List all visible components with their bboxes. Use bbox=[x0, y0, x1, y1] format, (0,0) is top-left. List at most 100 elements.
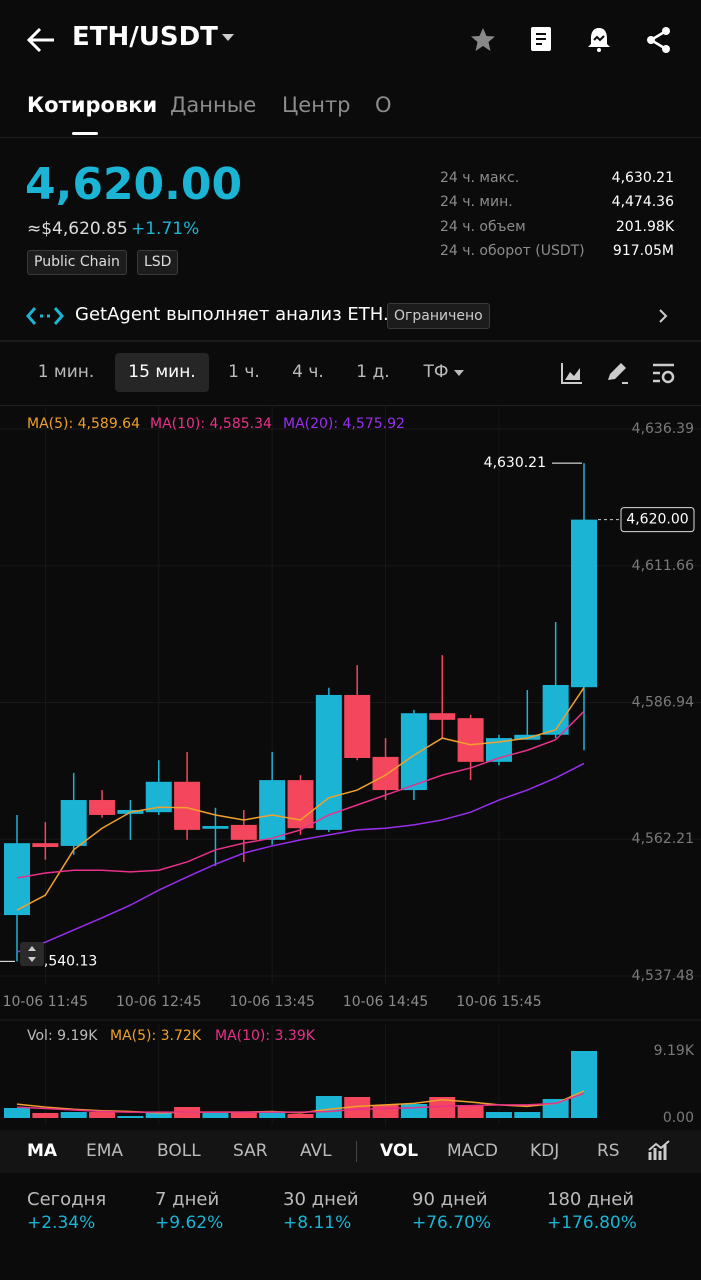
timeframe[interactable]: 1 д. bbox=[356, 362, 390, 382]
chart-type-icon[interactable] bbox=[561, 362, 583, 384]
indicator-fade bbox=[625, 1130, 701, 1173]
indicator[interactable]: SAR bbox=[233, 1141, 268, 1161]
draw-icon[interactable] bbox=[605, 361, 629, 385]
ma-line bbox=[16, 710, 585, 879]
ma-line bbox=[16, 687, 585, 911]
period-change: +176.80% bbox=[547, 1213, 637, 1233]
volume-bar bbox=[60, 1112, 87, 1118]
indicator-active[interactable]: MA bbox=[27, 1141, 58, 1161]
legend-entry: MA(5): 4,589.64 bbox=[27, 416, 140, 432]
volume-bar bbox=[117, 1116, 144, 1118]
volume-bar bbox=[315, 1095, 342, 1118]
legend-entry: Vol: 9.19K bbox=[27, 1028, 98, 1044]
indicator[interactable]: EMA bbox=[86, 1141, 124, 1161]
volume-bar bbox=[230, 1112, 257, 1118]
timeframe[interactable]: 4 ч. bbox=[292, 362, 324, 382]
favorite-icon[interactable] bbox=[470, 27, 496, 52]
settings-icon[interactable] bbox=[652, 362, 676, 384]
y-tick-label: 0.00 bbox=[663, 1110, 694, 1126]
stat-label: 24 ч. оборот (USDT) bbox=[440, 243, 585, 259]
indicator[interactable]: MACD bbox=[447, 1141, 498, 1161]
stat-label: 24 ч. объем bbox=[440, 219, 526, 235]
last-price: 4,620.00 bbox=[25, 159, 243, 210]
candle-body bbox=[174, 781, 201, 830]
scroll-handle bbox=[20, 942, 44, 966]
last-price-box bbox=[620, 507, 695, 533]
candle-body bbox=[514, 734, 541, 740]
y-tick-label: 4,537.48 bbox=[632, 968, 694, 984]
candle-body bbox=[60, 800, 87, 846]
y-tick-label: 4,636.39 bbox=[632, 421, 694, 437]
indicator[interactable]: RS bbox=[597, 1141, 620, 1161]
tag[interactable]: Public Chain bbox=[27, 250, 127, 275]
indicator-active[interactable]: VOL bbox=[380, 1141, 419, 1161]
candle-body bbox=[344, 694, 371, 758]
divider bbox=[0, 405, 701, 406]
period-label: Сегодня bbox=[27, 1189, 107, 1210]
timeframe[interactable]: 1 мин. bbox=[37, 362, 95, 382]
tab[interactable]: О bbox=[375, 93, 392, 117]
candle-body bbox=[400, 713, 427, 791]
candle-body bbox=[287, 780, 314, 829]
timeframe[interactable]: ТФ bbox=[423, 362, 449, 382]
volume-bar bbox=[344, 1097, 371, 1118]
indicator[interactable]: AVL bbox=[300, 1141, 332, 1161]
tab[interactable]: Центр bbox=[282, 93, 351, 117]
y-tick-label: 4,562.21 bbox=[632, 831, 694, 847]
candle-body bbox=[429, 713, 456, 720]
timeframe-highlight bbox=[115, 353, 209, 392]
pair-title[interactable]: ETH/USDT bbox=[72, 22, 218, 52]
candle-body bbox=[89, 800, 116, 815]
period-label: 7 дней bbox=[155, 1189, 220, 1210]
period-change: +8.11% bbox=[283, 1213, 352, 1233]
period-change: +9.62% bbox=[155, 1213, 224, 1233]
volume-bar bbox=[372, 1105, 399, 1118]
tab[interactable]: Данные bbox=[170, 93, 257, 117]
kline-chart[interactable]: 10-06 11:45 10-06 12:45 10-06 13:45 10-06 1… bbox=[0, 400, 701, 1130]
tab-active[interactable]: Котировки bbox=[27, 93, 158, 117]
volume-bar bbox=[400, 1104, 427, 1118]
legend-entry: MA(5): 3.72K bbox=[110, 1028, 202, 1044]
volume-bar bbox=[457, 1105, 484, 1118]
tag[interactable]: LSD bbox=[137, 250, 179, 275]
chevron[interactable] bbox=[658, 309, 668, 323]
volume-ma-line bbox=[16, 1092, 585, 1113]
volume-bar bbox=[4, 1108, 30, 1118]
divider bbox=[0, 340, 701, 342]
period-label: 180 дней bbox=[547, 1189, 635, 1210]
indicator[interactable]: KDJ bbox=[530, 1141, 560, 1161]
legend-entry: MA(10): 3.39K bbox=[215, 1028, 316, 1044]
candle-body bbox=[4, 843, 30, 916]
notes-icon[interactable] bbox=[529, 26, 553, 52]
back-button[interactable] bbox=[26, 26, 56, 54]
timeframe-active[interactable]: 15 мин. bbox=[128, 362, 196, 382]
indicator[interactable]: BOLL bbox=[157, 1141, 201, 1161]
last-price-label: 4,620.00 bbox=[626, 512, 688, 528]
share-icon[interactable] bbox=[645, 26, 673, 54]
candle-body bbox=[372, 756, 399, 791]
period-label: 90 дней bbox=[412, 1189, 488, 1210]
stat-value: 201.98K bbox=[615, 219, 674, 235]
stat-label: 24 ч. мин. bbox=[440, 194, 513, 210]
stat-value: 4,630.21 bbox=[611, 170, 674, 186]
timeframe[interactable]: 1 ч. bbox=[228, 362, 260, 382]
volume-bar bbox=[202, 1112, 229, 1118]
usd-price: ≈$4,620.85 bbox=[27, 219, 128, 239]
volume-bar bbox=[259, 1112, 286, 1118]
candle-body bbox=[32, 843, 59, 848]
divider bbox=[0, 137, 701, 138]
pair-dropdown[interactable] bbox=[222, 34, 234, 42]
candle-body bbox=[542, 684, 569, 735]
extreme-label: 4,630.21 bbox=[484, 455, 546, 471]
scroll-handle-arrows bbox=[28, 946, 36, 962]
ma-line bbox=[16, 762, 585, 953]
x-tick-label: 10-06 15:45 bbox=[456, 994, 541, 1010]
agent-text[interactable]: GetAgent выполняет анализ ETH. bbox=[75, 304, 389, 325]
x-tick-label: 10-06 14:45 bbox=[343, 994, 428, 1010]
alert-icon[interactable] bbox=[586, 26, 612, 52]
y-tick-label: 4,586.94 bbox=[632, 694, 694, 710]
indicator-settings-icon[interactable] bbox=[648, 1140, 670, 1162]
timeframe-dropdown[interactable] bbox=[454, 370, 464, 377]
x-tick-label: 10-06 12:45 bbox=[116, 994, 201, 1010]
